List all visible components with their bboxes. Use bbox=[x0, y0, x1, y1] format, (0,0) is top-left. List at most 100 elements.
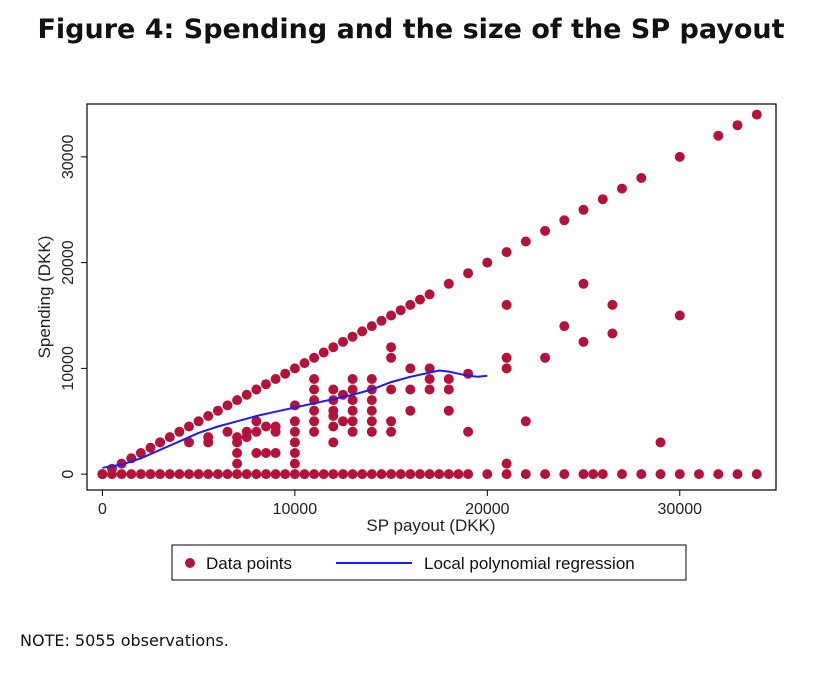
legend-label-regression: Local polynomial regression bbox=[424, 554, 635, 573]
data-point bbox=[251, 416, 262, 427]
data-point bbox=[289, 469, 300, 480]
data-point bbox=[415, 294, 425, 305]
x-axis-title: SP payout (DKK) bbox=[366, 516, 495, 535]
data-point bbox=[578, 204, 589, 215]
data-point bbox=[655, 469, 666, 480]
data-point bbox=[164, 432, 175, 443]
data-point bbox=[751, 469, 762, 480]
data-point bbox=[366, 321, 377, 332]
data-point bbox=[155, 469, 166, 480]
legend: Data points Local polynomial regression bbox=[171, 544, 687, 581]
data-point bbox=[203, 411, 214, 421]
data-point bbox=[366, 405, 377, 416]
data-point bbox=[357, 469, 368, 480]
y-tick-label: 20000 bbox=[60, 240, 77, 285]
data-point bbox=[443, 405, 454, 416]
data-point bbox=[443, 278, 454, 289]
data-point bbox=[443, 469, 454, 480]
data-point bbox=[366, 426, 377, 437]
data-point bbox=[732, 120, 743, 131]
data-point bbox=[328, 405, 339, 416]
data-point bbox=[318, 469, 329, 480]
data-point bbox=[135, 448, 146, 458]
data-point bbox=[309, 352, 320, 363]
data-point bbox=[636, 173, 647, 183]
data-point bbox=[540, 352, 551, 363]
data-point bbox=[261, 421, 271, 432]
data-point bbox=[97, 469, 108, 480]
data-point bbox=[751, 109, 762, 120]
data-point bbox=[386, 416, 397, 427]
data-point bbox=[347, 374, 358, 384]
data-point bbox=[203, 469, 214, 480]
data-point bbox=[482, 257, 493, 268]
data-point bbox=[347, 416, 358, 427]
data-point bbox=[193, 469, 204, 480]
data-point bbox=[309, 384, 320, 395]
data-point bbox=[328, 437, 339, 448]
data-point bbox=[520, 469, 531, 480]
data-point bbox=[184, 469, 194, 480]
data-point bbox=[164, 469, 175, 480]
data-point bbox=[386, 469, 397, 480]
data-point bbox=[145, 469, 156, 480]
data-point bbox=[617, 469, 627, 480]
data-point bbox=[559, 321, 570, 332]
data-point bbox=[501, 299, 512, 310]
data-point bbox=[732, 469, 743, 480]
data-point bbox=[222, 469, 233, 480]
data-point bbox=[338, 416, 348, 427]
data-point bbox=[386, 310, 397, 321]
data-point bbox=[289, 426, 300, 437]
data-point bbox=[713, 469, 724, 480]
data-point bbox=[405, 299, 416, 310]
data-point bbox=[289, 363, 300, 374]
data-point bbox=[405, 469, 416, 480]
data-point bbox=[251, 426, 262, 437]
data-point bbox=[424, 363, 435, 374]
data-point bbox=[366, 469, 377, 480]
data-point bbox=[674, 310, 685, 321]
data-point bbox=[270, 448, 281, 458]
data-point bbox=[184, 437, 194, 448]
data-point bbox=[251, 469, 262, 480]
data-point bbox=[232, 458, 243, 469]
data-point bbox=[347, 426, 358, 437]
data-point bbox=[501, 458, 512, 469]
data-point bbox=[309, 374, 320, 384]
data-point bbox=[366, 374, 377, 384]
data-point bbox=[588, 469, 599, 480]
data-point bbox=[578, 278, 589, 289]
data-point bbox=[366, 416, 377, 427]
data-point bbox=[193, 416, 204, 427]
x-tick-label: 0 bbox=[98, 501, 107, 518]
data-point bbox=[261, 379, 271, 390]
data-point bbox=[309, 416, 320, 427]
data-point bbox=[116, 469, 127, 480]
data-point bbox=[309, 405, 320, 416]
data-point bbox=[376, 315, 387, 326]
data-point bbox=[424, 374, 435, 384]
data-point bbox=[559, 215, 570, 226]
data-point bbox=[482, 469, 493, 480]
data-point bbox=[347, 395, 358, 406]
data-point bbox=[212, 405, 223, 416]
y-axis-title: Spending (DKK) bbox=[35, 236, 54, 359]
data-point bbox=[203, 437, 214, 448]
data-point bbox=[655, 437, 666, 448]
data-point bbox=[501, 352, 512, 363]
legend-marker-data-points bbox=[185, 558, 195, 568]
figure-title: Figure 4: Spending and the size of the S… bbox=[37, 14, 785, 45]
data-point bbox=[270, 469, 281, 480]
data-point bbox=[338, 336, 348, 347]
data-point bbox=[174, 469, 185, 480]
data-point bbox=[424, 469, 435, 480]
data-point bbox=[540, 469, 551, 480]
data-point bbox=[453, 469, 464, 480]
data-point bbox=[289, 437, 300, 448]
data-point bbox=[328, 384, 339, 395]
data-point bbox=[376, 469, 387, 480]
data-point bbox=[405, 363, 416, 374]
data-point bbox=[270, 426, 281, 437]
data-point bbox=[155, 437, 166, 448]
